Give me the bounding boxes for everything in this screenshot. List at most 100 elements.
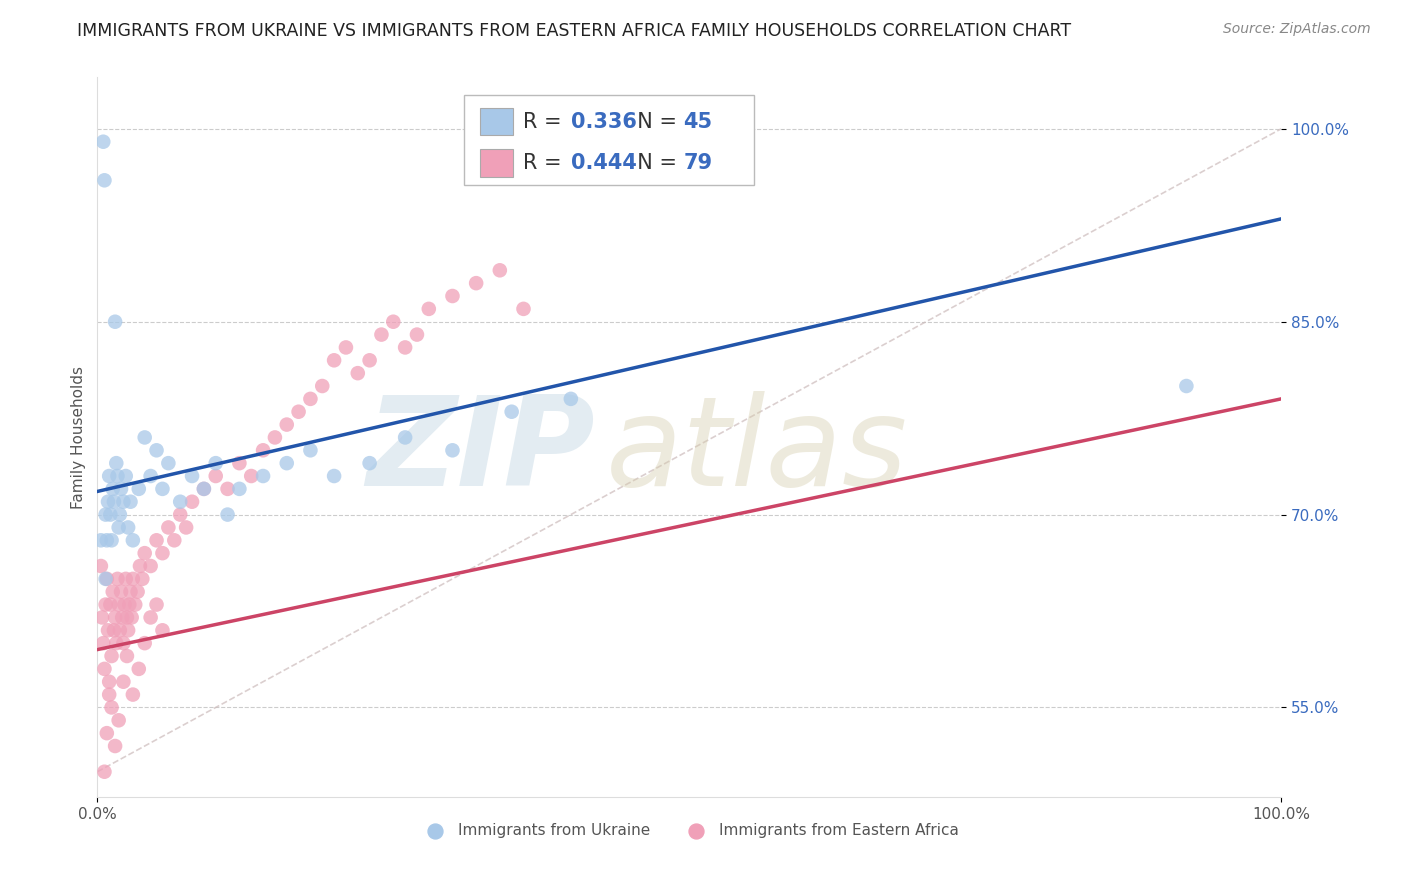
FancyBboxPatch shape	[479, 149, 513, 177]
Point	[121, 572, 143, 586]
Point	[111, 610, 134, 624]
Point	[128, 482, 150, 496]
Point	[93, 173, 115, 187]
Point	[181, 469, 204, 483]
Text: 45: 45	[683, 112, 713, 131]
Point	[100, 508, 122, 522]
Point	[311, 379, 333, 393]
Point	[276, 456, 298, 470]
Point	[134, 546, 156, 560]
Point	[157, 456, 180, 470]
Point	[94, 508, 117, 522]
Y-axis label: Family Households: Family Households	[72, 366, 86, 509]
Text: IMMIGRANTS FROM UKRAINE VS IMMIGRANTS FROM EASTERN AFRICA FAMILY HOUSEHOLDS CORR: IMMIGRANTS FROM UKRAINE VS IMMIGRANTS FR…	[77, 22, 1071, 40]
Point	[93, 662, 115, 676]
Point	[299, 392, 322, 406]
Point	[264, 430, 287, 444]
Point	[252, 469, 274, 483]
Point	[107, 469, 129, 483]
Point	[1175, 379, 1198, 393]
Point	[181, 494, 204, 508]
Text: N =: N =	[624, 112, 683, 131]
Point	[382, 315, 405, 329]
Point	[120, 584, 142, 599]
FancyBboxPatch shape	[479, 108, 513, 136]
Text: Source: ZipAtlas.com: Source: ZipAtlas.com	[1223, 22, 1371, 37]
Point	[121, 533, 143, 548]
Point	[94, 572, 117, 586]
Point	[97, 494, 120, 508]
Point	[100, 700, 122, 714]
Point	[134, 636, 156, 650]
Point	[97, 624, 120, 638]
Point	[110, 482, 132, 496]
Point	[91, 636, 114, 650]
Point	[335, 341, 357, 355]
Text: R =: R =	[523, 153, 569, 173]
Point	[394, 430, 416, 444]
Point	[108, 624, 131, 638]
Point	[103, 624, 125, 638]
Point	[359, 456, 381, 470]
Point	[112, 494, 135, 508]
Point	[228, 482, 250, 496]
Point	[110, 584, 132, 599]
Point	[114, 469, 136, 483]
Point	[94, 598, 117, 612]
Point	[96, 726, 118, 740]
Point	[121, 610, 143, 624]
Point	[299, 443, 322, 458]
Point	[127, 584, 149, 599]
Point	[98, 688, 121, 702]
Point	[145, 443, 167, 458]
Point	[501, 405, 523, 419]
Point	[560, 392, 582, 406]
Point	[107, 520, 129, 534]
Point	[488, 263, 510, 277]
Point	[115, 610, 138, 624]
Point	[323, 469, 346, 483]
Point	[169, 508, 191, 522]
Point	[152, 482, 174, 496]
Point	[287, 405, 309, 419]
Text: 0.336: 0.336	[571, 112, 637, 131]
Point	[101, 482, 124, 496]
Point	[512, 301, 534, 316]
Point	[98, 674, 121, 689]
Point	[131, 572, 153, 586]
Point	[121, 688, 143, 702]
Text: ZIP: ZIP	[366, 392, 595, 512]
Point	[101, 584, 124, 599]
Point	[104, 739, 127, 753]
Point	[128, 662, 150, 676]
Point	[96, 533, 118, 548]
Point	[118, 598, 141, 612]
Point	[145, 533, 167, 548]
Point	[91, 135, 114, 149]
Point	[406, 327, 429, 342]
Point	[193, 482, 215, 496]
FancyBboxPatch shape	[464, 95, 755, 186]
Point	[145, 598, 167, 612]
Point	[174, 520, 197, 534]
Point	[129, 559, 152, 574]
Text: N =: N =	[624, 153, 683, 173]
Point	[124, 598, 146, 612]
Point	[139, 469, 162, 483]
Point	[93, 764, 115, 779]
Point	[441, 443, 464, 458]
Point	[252, 443, 274, 458]
Point	[103, 494, 125, 508]
Point	[107, 598, 129, 612]
Point	[104, 610, 127, 624]
Point	[90, 533, 112, 548]
Point	[114, 572, 136, 586]
Point	[105, 456, 128, 470]
Point	[276, 417, 298, 432]
Point	[193, 482, 215, 496]
Point	[108, 508, 131, 522]
Point	[100, 533, 122, 548]
Point	[100, 598, 122, 612]
Point	[105, 636, 128, 650]
Point	[394, 341, 416, 355]
